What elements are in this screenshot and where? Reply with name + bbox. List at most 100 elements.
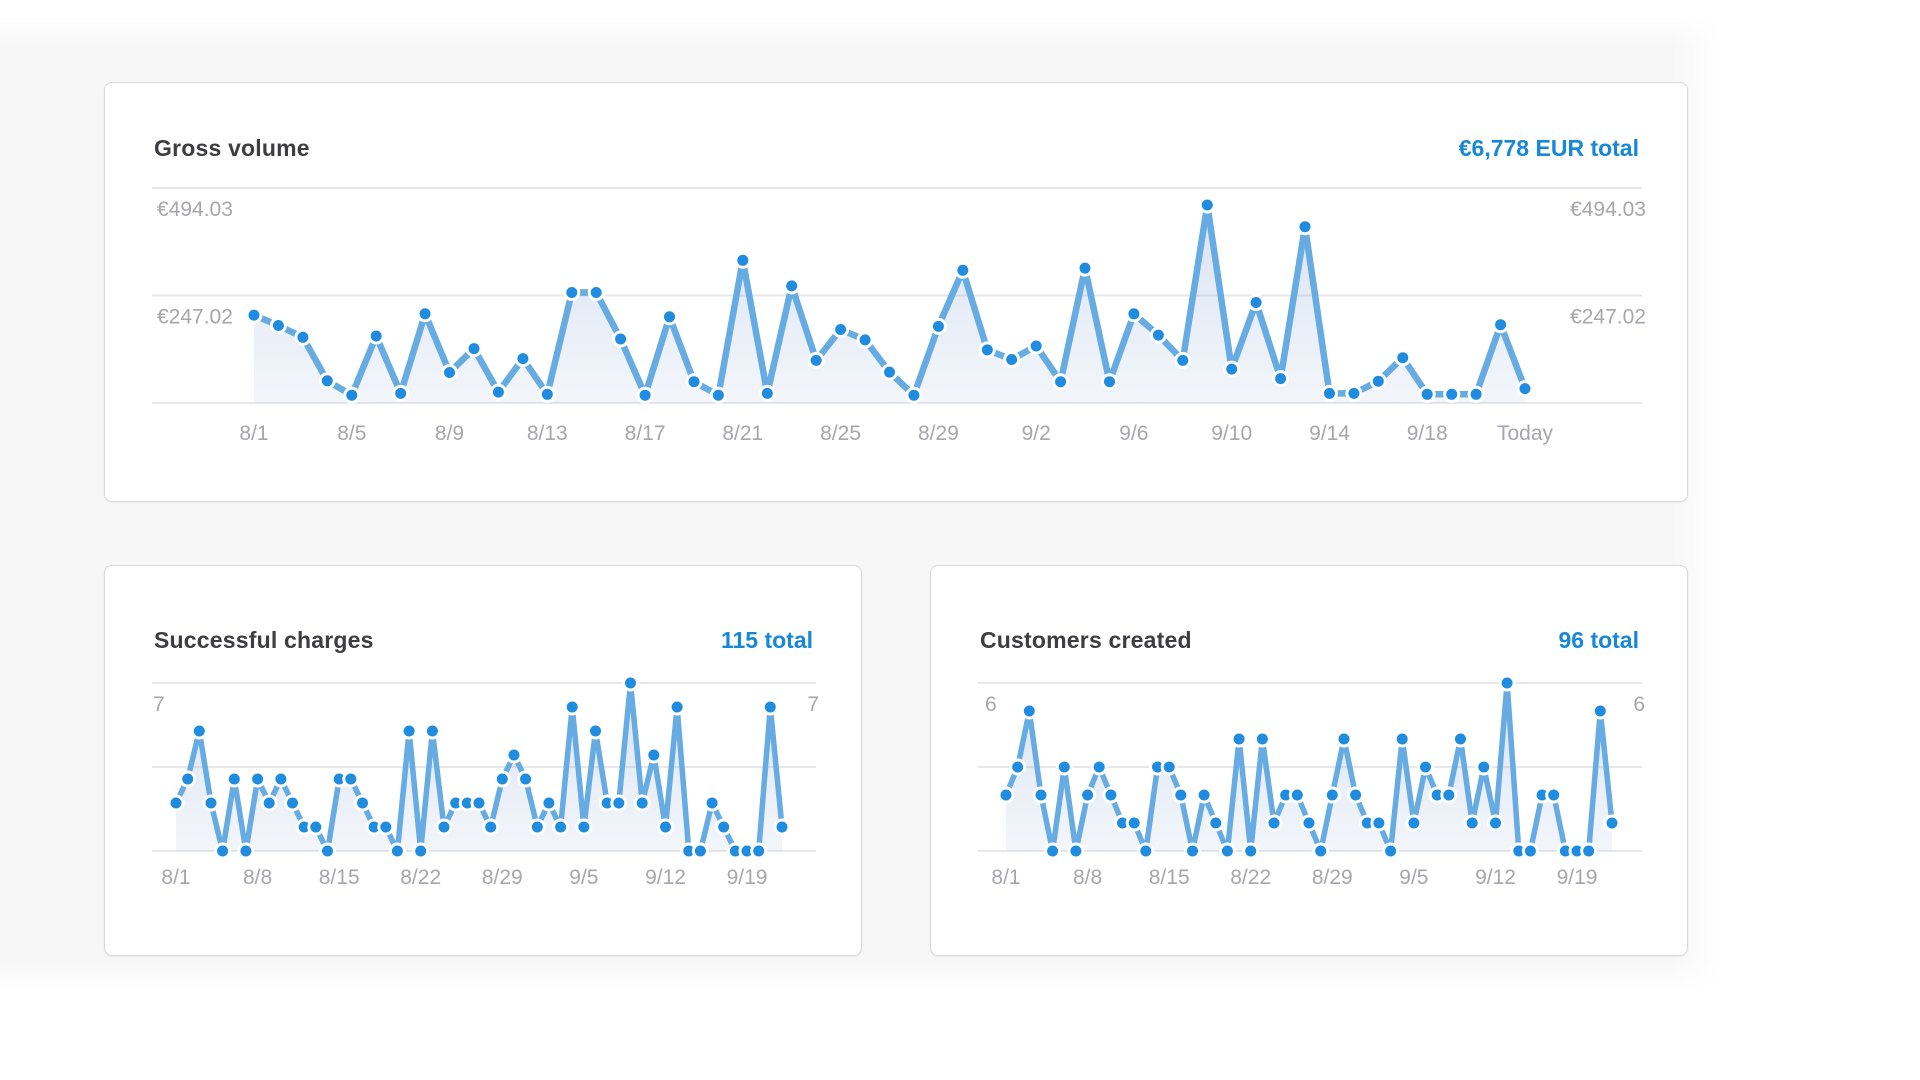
data-point[interactable]	[294, 328, 312, 346]
data-point[interactable]	[783, 277, 801, 295]
data-point[interactable]	[1247, 294, 1265, 311]
data-point[interactable]	[465, 340, 483, 358]
data-point[interactable]	[832, 321, 850, 338]
data-point[interactable]	[249, 770, 267, 788]
data-point[interactable]	[1223, 360, 1241, 378]
data-point[interactable]	[1195, 786, 1213, 804]
data-point[interactable]	[1463, 814, 1481, 832]
data-point[interactable]	[1405, 814, 1423, 832]
data-point[interactable]	[1312, 842, 1330, 860]
data-point[interactable]	[1580, 842, 1598, 860]
data-point[interactable]	[225, 770, 243, 788]
data-point[interactable]	[1160, 758, 1178, 776]
data-point[interactable]	[528, 818, 546, 836]
data-point[interactable]	[441, 364, 458, 381]
data-point[interactable]	[1393, 730, 1411, 748]
data-point[interactable]	[1090, 758, 1108, 776]
data-point[interactable]	[1475, 758, 1493, 776]
data-point[interactable]	[1218, 842, 1236, 860]
data-point[interactable]	[709, 386, 727, 404]
data-point[interactable]	[954, 261, 972, 279]
data-point[interactable]	[1492, 316, 1510, 334]
data-point[interactable]	[1242, 842, 1260, 860]
data-point[interactable]	[1079, 786, 1097, 804]
data-point[interactable]	[1174, 351, 1192, 369]
data-point[interactable]	[1198, 196, 1216, 214]
data-point[interactable]	[1418, 385, 1436, 403]
data-point[interactable]	[416, 305, 434, 323]
data-point[interactable]	[685, 373, 703, 391]
data-point[interactable]	[505, 746, 523, 764]
data-point[interactable]	[319, 842, 336, 860]
data-point[interactable]	[1032, 786, 1050, 804]
data-point[interactable]	[1443, 385, 1461, 403]
data-point[interactable]	[1230, 730, 1248, 748]
data-point[interactable]	[1347, 786, 1365, 804]
data-point[interactable]	[552, 818, 570, 836]
data-point[interactable]	[514, 350, 532, 368]
data-point[interactable]	[929, 317, 947, 335]
data-point[interactable]	[668, 698, 686, 716]
data-point[interactable]	[622, 674, 639, 692]
data-point[interactable]	[342, 770, 360, 788]
data-point[interactable]	[1137, 842, 1155, 860]
data-point[interactable]	[1125, 814, 1143, 832]
data-point[interactable]	[610, 794, 628, 812]
data-point[interactable]	[1003, 351, 1021, 368]
data-point[interactable]	[1603, 814, 1621, 832]
data-point[interactable]	[377, 818, 395, 836]
data-point[interactable]	[1172, 786, 1190, 804]
data-point[interactable]	[636, 386, 654, 404]
data-point[interactable]	[260, 794, 278, 812]
data-point[interactable]	[645, 746, 663, 764]
data-point[interactable]	[734, 251, 752, 269]
data-point[interactable]	[1067, 842, 1085, 860]
data-point[interactable]	[881, 363, 898, 381]
data-point[interactable]	[214, 842, 232, 860]
data-point[interactable]	[997, 786, 1015, 804]
data-point[interactable]	[1516, 380, 1534, 398]
data-point[interactable]	[750, 842, 768, 860]
data-point[interactable]	[587, 284, 605, 301]
data-point[interactable]	[661, 308, 678, 326]
data-point[interactable]	[412, 842, 430, 860]
data-point[interactable]	[703, 794, 721, 812]
data-point[interactable]	[179, 770, 197, 788]
data-point[interactable]	[1102, 786, 1120, 804]
data-point[interactable]	[1369, 372, 1387, 390]
data-point[interactable]	[1370, 814, 1388, 832]
data-point[interactable]	[612, 330, 630, 348]
data-point[interactable]	[761, 698, 779, 716]
data-point[interactable]	[423, 722, 441, 740]
data-point[interactable]	[1521, 842, 1539, 860]
data-point[interactable]	[538, 385, 556, 403]
data-point[interactable]	[1009, 758, 1027, 776]
data-point[interactable]	[1055, 758, 1073, 776]
data-point[interactable]	[1207, 814, 1225, 832]
data-point[interactable]	[190, 722, 208, 740]
data-point[interactable]	[1020, 702, 1038, 720]
data-point[interactable]	[657, 818, 674, 836]
data-point[interactable]	[202, 794, 220, 812]
data-point[interactable]	[343, 386, 361, 404]
data-point[interactable]	[1394, 349, 1412, 367]
data-point[interactable]	[1335, 730, 1353, 748]
data-point[interactable]	[1487, 814, 1504, 832]
data-point[interactable]	[715, 818, 733, 836]
data-point[interactable]	[245, 306, 263, 324]
data-point[interactable]	[1288, 786, 1306, 804]
data-point[interactable]	[307, 818, 325, 836]
data-point[interactable]	[392, 384, 410, 402]
data-point[interactable]	[318, 372, 336, 390]
data-point[interactable]	[1321, 384, 1338, 402]
data-point[interactable]	[1027, 337, 1045, 355]
data-point[interactable]	[237, 842, 255, 860]
data-point[interactable]	[978, 341, 996, 359]
data-point[interactable]	[284, 794, 301, 812]
data-point[interactable]	[1044, 842, 1062, 860]
data-point[interactable]	[489, 383, 507, 401]
data-point[interactable]	[1440, 786, 1458, 804]
data-point[interactable]	[517, 770, 535, 788]
data-point[interactable]	[1545, 786, 1563, 804]
data-point[interactable]	[1125, 305, 1143, 323]
